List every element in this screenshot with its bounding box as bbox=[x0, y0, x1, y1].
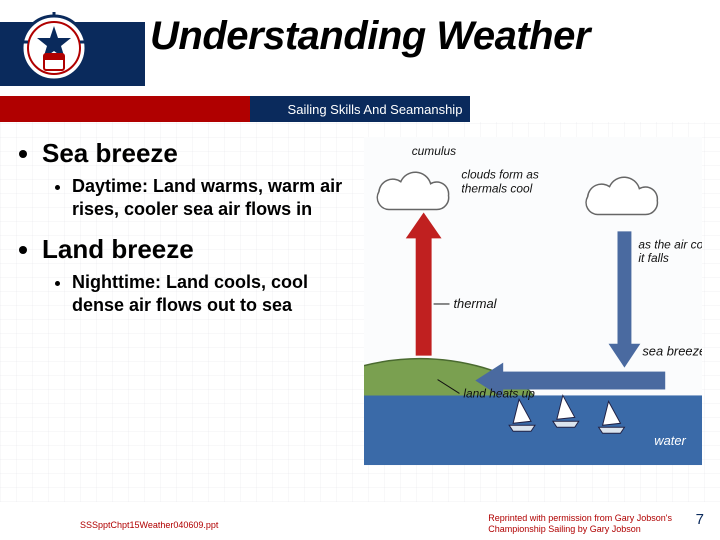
coast-guard-shield-icon bbox=[18, 12, 90, 90]
footer-filename: SSSpptChpt15Weather040609.ppt bbox=[80, 520, 218, 530]
water-area bbox=[364, 395, 702, 465]
subtitle-band: Sailing Skills And Seamanship bbox=[0, 96, 720, 122]
slide-footer: SSSpptChpt15Weather040609.ppt Reprinted … bbox=[0, 506, 720, 540]
cumulus-label: cumulus bbox=[412, 144, 456, 158]
water-label: water bbox=[654, 433, 686, 448]
footer-credit-line1: Reprinted with permission from Gary Jobs… bbox=[488, 513, 672, 523]
bullet-level2: Daytime: Land warms, warm air rises, coo… bbox=[72, 175, 358, 220]
bullet-level2: Nighttime: Land cools, cool dense air fl… bbox=[72, 271, 358, 316]
bullet-list: Sea breeze Daytime: Land warms, warm air… bbox=[18, 138, 358, 502]
bullet-label: Land breeze bbox=[42, 234, 194, 264]
bullet-label: Daytime: Land warms, warm air rises, coo… bbox=[72, 176, 342, 219]
sea-breeze-label: sea breeze bbox=[642, 344, 702, 359]
air-cools-label-1: as the air cools, bbox=[638, 237, 702, 251]
slide-content: Sea breeze Daytime: Land warms, warm air… bbox=[0, 122, 720, 502]
slide-title: Understanding Weather bbox=[150, 14, 590, 59]
bullet-label: Sea breeze bbox=[42, 138, 178, 168]
footer-credit-line2: Championship Sailing by Gary Jobson bbox=[488, 524, 641, 534]
clouds-form-label-1: clouds form as bbox=[461, 168, 538, 182]
footer-credit: Reprinted with permission from Gary Jobs… bbox=[488, 513, 672, 534]
breeze-diagram: cumulus clouds form as thermals cool as … bbox=[364, 136, 702, 502]
thermal-label: thermal bbox=[453, 296, 497, 311]
land-heats-label: land heats up bbox=[463, 386, 535, 400]
page-number: 7 bbox=[696, 511, 704, 528]
bullet-level1: Land breeze Nighttime: Land cools, cool … bbox=[42, 234, 358, 316]
clouds-form-label-2: thermals cool bbox=[461, 182, 532, 196]
air-cools-label-2: it falls bbox=[638, 251, 668, 265]
breeze-diagram-svg: cumulus clouds form as thermals cool as … bbox=[364, 136, 702, 466]
bullet-label: Nighttime: Land cools, cool dense air fl… bbox=[72, 272, 308, 315]
slide-subtitle: Sailing Skills And Seamanship bbox=[0, 102, 720, 117]
bullet-level1: Sea breeze Daytime: Land warms, warm air… bbox=[42, 138, 358, 220]
slide-header: Understanding Weather bbox=[0, 0, 720, 96]
